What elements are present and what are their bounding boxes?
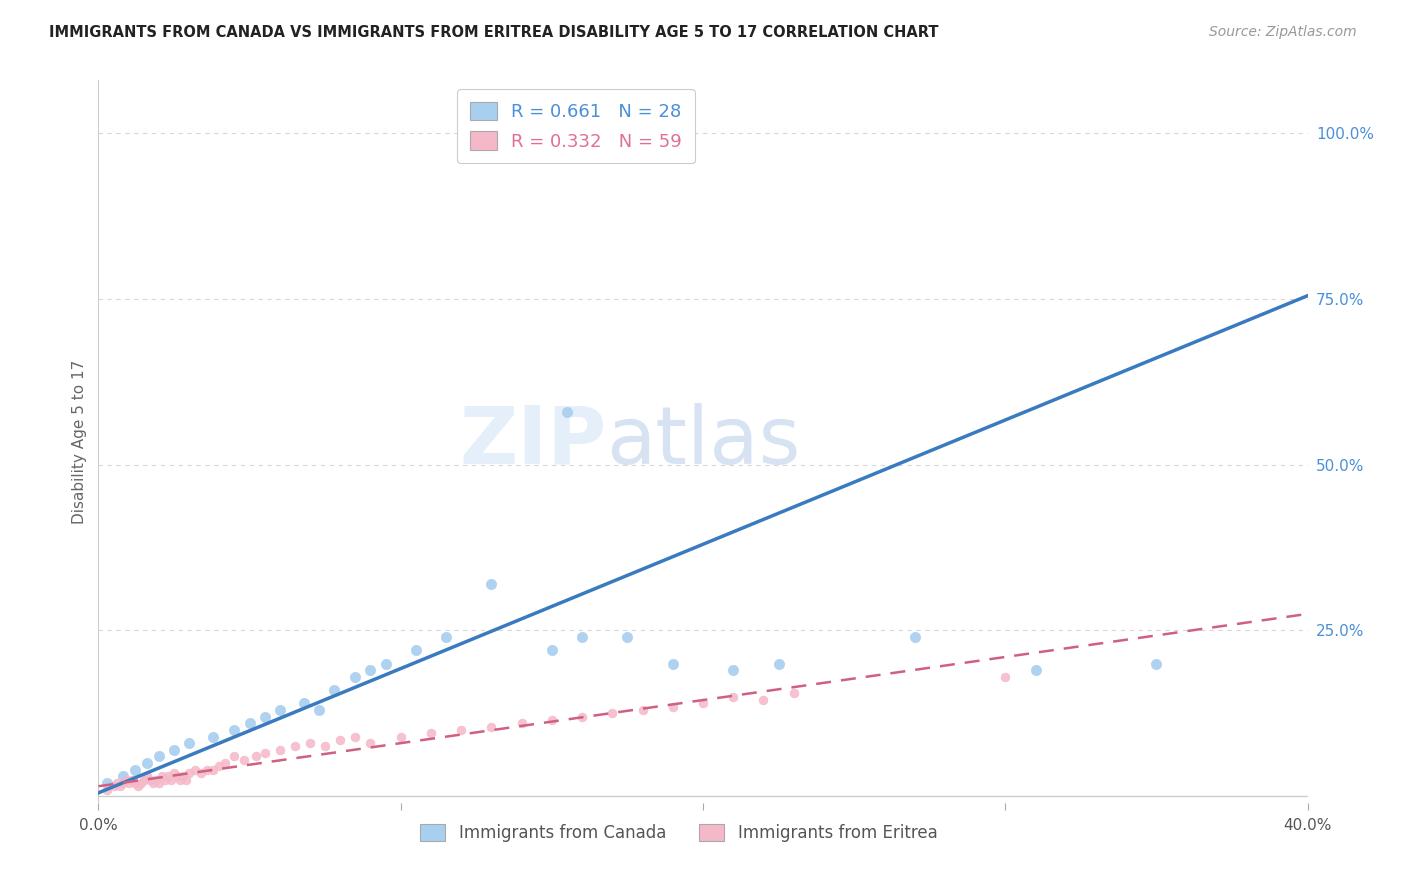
Point xyxy=(135,756,157,770)
Point xyxy=(202,763,225,777)
Point xyxy=(405,643,427,657)
Point xyxy=(214,756,236,770)
Point xyxy=(904,630,927,644)
Point xyxy=(450,723,472,737)
Text: Source: ZipAtlas.com: Source: ZipAtlas.com xyxy=(1209,25,1357,39)
Point xyxy=(145,772,167,787)
Point xyxy=(344,730,367,744)
Point xyxy=(114,772,136,787)
Point xyxy=(292,697,315,711)
Point xyxy=(121,772,143,787)
Point xyxy=(994,670,1017,684)
Point xyxy=(329,732,352,747)
Point xyxy=(148,749,170,764)
Text: IMMIGRANTS FROM CANADA VS IMMIGRANTS FROM ERITREA DISABILITY AGE 5 TO 17 CORRELA: IMMIGRANTS FROM CANADA VS IMMIGRANTS FRO… xyxy=(49,25,939,40)
Point xyxy=(96,776,118,790)
Point xyxy=(752,693,775,707)
Point xyxy=(202,730,225,744)
Point xyxy=(111,769,134,783)
Point xyxy=(129,776,152,790)
Point xyxy=(124,776,146,790)
Y-axis label: Disability Age 5 to 17: Disability Age 5 to 17 xyxy=(72,359,87,524)
Point xyxy=(253,709,276,723)
Point xyxy=(184,763,207,777)
Legend: Immigrants from Canada, Immigrants from Eritrea: Immigrants from Canada, Immigrants from … xyxy=(413,817,943,848)
Point xyxy=(172,769,194,783)
Point xyxy=(105,776,128,790)
Point xyxy=(571,630,593,644)
Point xyxy=(132,772,155,787)
Point xyxy=(308,703,330,717)
Point xyxy=(135,769,157,783)
Point xyxy=(156,769,179,783)
Point xyxy=(616,630,638,644)
Point xyxy=(179,766,201,780)
Point xyxy=(323,683,346,698)
Point xyxy=(174,772,197,787)
Point xyxy=(118,776,141,790)
Point xyxy=(245,749,267,764)
Point xyxy=(208,759,231,773)
Point xyxy=(661,699,683,714)
Point xyxy=(510,716,533,731)
Point xyxy=(269,703,291,717)
Point xyxy=(420,726,443,740)
Point xyxy=(344,670,367,684)
Point xyxy=(239,716,262,731)
Point xyxy=(723,663,745,677)
Point xyxy=(195,763,218,777)
Point xyxy=(374,657,396,671)
Point xyxy=(692,697,714,711)
Point xyxy=(103,779,125,793)
Point xyxy=(163,743,186,757)
Point xyxy=(108,779,131,793)
Text: atlas: atlas xyxy=(606,402,800,481)
Point xyxy=(124,763,146,777)
Point xyxy=(389,730,412,744)
Point xyxy=(555,405,578,419)
Point xyxy=(661,657,683,671)
Point xyxy=(571,709,593,723)
Point xyxy=(783,686,806,700)
Point xyxy=(160,772,183,787)
Point xyxy=(148,776,170,790)
Point xyxy=(360,663,382,677)
Point xyxy=(150,769,173,783)
Point xyxy=(224,723,246,737)
Point xyxy=(434,630,457,644)
Point xyxy=(179,736,201,750)
Point xyxy=(96,782,118,797)
Point xyxy=(190,766,212,780)
Point xyxy=(127,779,149,793)
Point xyxy=(269,743,291,757)
Point xyxy=(723,690,745,704)
Point xyxy=(111,776,134,790)
Point xyxy=(481,720,503,734)
Point xyxy=(768,657,790,671)
Text: ZIP: ZIP xyxy=(458,402,606,481)
Point xyxy=(169,772,191,787)
Point xyxy=(253,746,276,760)
Point xyxy=(299,736,322,750)
Point xyxy=(1024,663,1046,677)
Point xyxy=(166,769,188,783)
Point xyxy=(540,643,562,657)
Point xyxy=(540,713,562,727)
Point xyxy=(481,577,503,591)
Point xyxy=(360,736,382,750)
Point xyxy=(139,772,162,787)
Point xyxy=(153,772,176,787)
Point xyxy=(284,739,307,754)
Point xyxy=(163,766,186,780)
Point xyxy=(224,749,246,764)
Point xyxy=(142,776,165,790)
Point xyxy=(314,739,336,754)
Point xyxy=(631,703,654,717)
Point xyxy=(1144,657,1167,671)
Point xyxy=(232,753,254,767)
Point xyxy=(602,706,624,721)
